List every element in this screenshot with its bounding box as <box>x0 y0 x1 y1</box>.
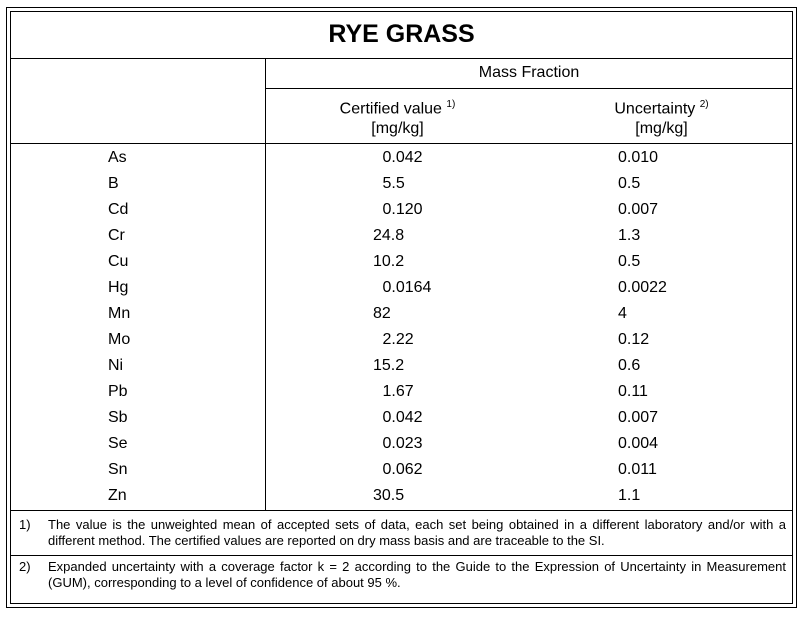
footnote-marker: 1) <box>19 517 31 532</box>
uncertainty: 1.3 <box>618 227 641 244</box>
rule <box>265 88 793 89</box>
element: Cu <box>108 253 129 270</box>
element: Mn <box>108 305 131 322</box>
column-note: 1) <box>446 99 456 110</box>
element: Cd <box>108 201 129 218</box>
rule <box>10 58 793 59</box>
uncertainty: 0.010 <box>618 149 659 166</box>
element: Sn <box>108 461 128 478</box>
uncertainty: 0.0022 <box>618 279 667 296</box>
certified-value: 82 <box>373 305 391 322</box>
certified-value: 0.062 <box>382 461 423 478</box>
uncertainty: 0.6 <box>618 357 641 374</box>
table-title: RYE GRASS <box>328 20 475 48</box>
column-header: Uncertainty 2) [mg/kg] <box>530 95 793 139</box>
uncertainty: 0.5 <box>618 253 641 270</box>
footnote-marker: 2) <box>19 559 31 574</box>
column-header: Certified value 1) [mg/kg] <box>265 95 530 139</box>
element: As <box>108 149 127 166</box>
rule <box>10 143 793 144</box>
certified-value: 24.8 <box>373 227 405 244</box>
certified-value: 30.5 <box>373 487 405 504</box>
column-note: 2) <box>699 99 709 110</box>
column-label: Certified value <box>339 100 442 118</box>
rule <box>10 510 793 511</box>
footnote: 2) Expanded uncertainty with a coverage f… <box>10 559 793 599</box>
certified-value: 0.0164 <box>382 279 432 296</box>
certified-value: 1.67 <box>382 383 414 400</box>
element: B <box>108 175 119 192</box>
element: Se <box>108 435 128 452</box>
element: Zn <box>108 487 127 504</box>
uncertainty: 0.004 <box>618 435 659 452</box>
certified-value: 5.5 <box>382 175 405 192</box>
element: Sb <box>108 409 128 426</box>
certified-value: 0.042 <box>382 149 423 166</box>
uncertainty: 0.007 <box>618 409 659 426</box>
certified-value: 15.2 <box>373 357 405 374</box>
element: Pb <box>108 383 128 400</box>
element: Cr <box>108 227 125 244</box>
certified-value: 10.2 <box>373 253 405 270</box>
column-unit: [mg/kg] <box>371 120 424 138</box>
element: Hg <box>108 279 129 296</box>
certified-value: 2.22 <box>382 331 414 348</box>
rule <box>265 58 266 510</box>
certified-value: 0.042 <box>382 409 423 426</box>
column-unit: [mg/kg] <box>635 120 688 138</box>
group-header: Mass Fraction <box>478 64 580 81</box>
column-label: Uncertainty <box>614 100 696 118</box>
uncertainty: 0.007 <box>618 201 659 218</box>
certified-value: 0.023 <box>382 435 423 452</box>
uncertainty: 0.11 <box>618 383 648 400</box>
uncertainty: 4 <box>618 305 627 322</box>
element: Mo <box>108 331 131 348</box>
inner-border <box>10 11 793 604</box>
uncertainty: 0.5 <box>618 175 641 192</box>
uncertainty: 1.1 <box>618 487 641 504</box>
footnote: 1) The value is the unweighted mean of ac… <box>10 517 793 557</box>
uncertainty: 0.12 <box>618 331 650 348</box>
certified-value: 0.120 <box>382 201 423 218</box>
element: Ni <box>108 357 124 374</box>
footnote-text: Expanded uncertainty with a coverage fac… <box>48 559 786 590</box>
footnote-text: The value is the unweighted mean of acce… <box>48 517 786 548</box>
outer-border <box>6 7 797 608</box>
uncertainty: 0.011 <box>618 461 657 478</box>
rule <box>10 555 793 556</box>
